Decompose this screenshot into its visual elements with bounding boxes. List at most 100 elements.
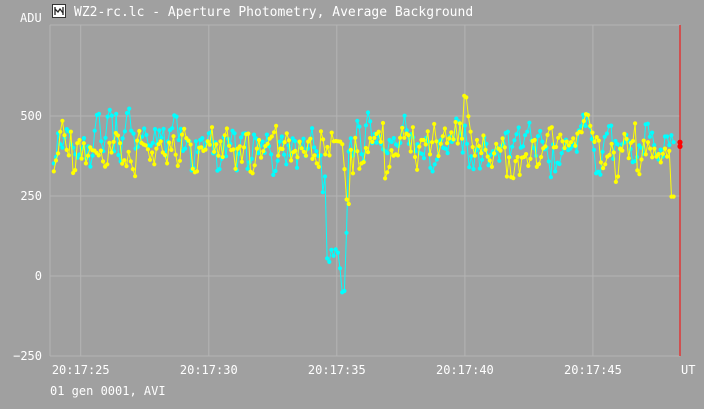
data-point-yellow bbox=[340, 142, 345, 147]
data-point-cyan bbox=[103, 135, 108, 140]
data-point-cyan bbox=[471, 167, 476, 172]
data-point-yellow bbox=[239, 159, 244, 164]
data-point-cyan bbox=[514, 132, 519, 137]
data-point-yellow bbox=[506, 155, 512, 160]
time-cursor[interactable] bbox=[677, 25, 683, 356]
data-point-yellow bbox=[455, 141, 460, 146]
data-point-cyan bbox=[195, 150, 201, 155]
data-point-cyan bbox=[505, 129, 510, 134]
data-point-cyan bbox=[538, 128, 543, 134]
data-point-yellow bbox=[308, 136, 313, 141]
data-point-yellow bbox=[145, 147, 150, 152]
data-point-cyan bbox=[284, 162, 289, 167]
data-point-yellow bbox=[417, 144, 422, 149]
data-point-yellow bbox=[432, 121, 437, 127]
data-point-cyan bbox=[251, 132, 257, 137]
data-point-yellow bbox=[241, 145, 247, 150]
data-point-yellow bbox=[581, 119, 586, 124]
data-point-cyan bbox=[273, 168, 278, 174]
data-point-cyan bbox=[647, 134, 653, 139]
data-point-yellow bbox=[325, 144, 330, 150]
data-point-cyan bbox=[92, 128, 97, 133]
data-point-yellow bbox=[637, 172, 642, 177]
data-point-yellow bbox=[656, 152, 661, 157]
data-point-cyan bbox=[152, 127, 158, 132]
data-point-yellow bbox=[438, 141, 443, 146]
data-point-yellow bbox=[231, 147, 236, 152]
data-point-yellow bbox=[348, 147, 353, 152]
data-point-yellow bbox=[286, 138, 291, 143]
data-point-yellow bbox=[474, 137, 480, 143]
data-point-yellow bbox=[68, 129, 73, 134]
data-point-yellow bbox=[502, 145, 507, 150]
data-point-yellow bbox=[280, 146, 285, 152]
data-point-yellow bbox=[521, 154, 527, 160]
data-point-cyan bbox=[320, 190, 325, 195]
data-point-yellow bbox=[579, 130, 584, 135]
data-point-cyan bbox=[443, 146, 448, 151]
data-point-cyan bbox=[464, 141, 470, 146]
data-point-yellow bbox=[261, 149, 266, 154]
data-point-cyan bbox=[178, 126, 183, 131]
data-point-yellow bbox=[252, 163, 257, 168]
x-tick-label: 20:17:45 bbox=[564, 363, 622, 377]
data-point-cyan bbox=[232, 131, 237, 136]
data-point-cyan bbox=[462, 123, 467, 128]
data-point-yellow bbox=[613, 179, 619, 184]
data-point-cyan bbox=[322, 174, 328, 179]
data-point-cyan bbox=[535, 134, 541, 139]
data-point-cyan bbox=[275, 158, 280, 163]
data-point-yellow bbox=[406, 133, 411, 138]
data-point-cyan bbox=[277, 139, 282, 144]
data-point-cyan bbox=[486, 163, 491, 168]
data-point-cyan bbox=[355, 118, 360, 123]
data-point-cyan bbox=[131, 131, 136, 136]
y-axis-ticks: 500 250 0 −250 bbox=[13, 109, 42, 363]
data-point-cyan bbox=[120, 136, 125, 141]
data-point-yellow bbox=[150, 150, 155, 155]
data-point-cyan bbox=[183, 146, 188, 151]
data-point-cyan bbox=[124, 111, 130, 116]
data-point-yellow bbox=[487, 158, 492, 163]
data-point-yellow bbox=[453, 120, 458, 125]
data-point-yellow bbox=[554, 144, 559, 150]
data-point-cyan bbox=[604, 131, 610, 136]
data-point-yellow bbox=[586, 112, 591, 118]
chart-grid bbox=[49, 24, 680, 357]
data-point-cyan bbox=[430, 169, 435, 174]
data-point-yellow bbox=[517, 172, 522, 177]
data-point-yellow bbox=[318, 129, 324, 134]
data-point-yellow bbox=[73, 168, 78, 173]
data-point-yellow bbox=[237, 144, 242, 149]
data-point-yellow bbox=[658, 160, 663, 165]
data-point-cyan bbox=[159, 135, 164, 140]
data-point-cyan bbox=[109, 113, 114, 118]
data-point-cyan bbox=[282, 152, 287, 157]
data-point-yellow bbox=[276, 153, 281, 158]
y-tick-label: 250 bbox=[20, 189, 42, 203]
chart-app-icon[interactable] bbox=[52, 4, 66, 18]
x-tick-label: 20:17:25 bbox=[52, 363, 110, 377]
data-point-yellow bbox=[615, 174, 621, 179]
data-point-cyan bbox=[99, 139, 104, 144]
data-point-yellow bbox=[500, 136, 505, 141]
data-point-cyan bbox=[548, 175, 554, 180]
data-point-yellow bbox=[109, 150, 114, 155]
data-point-yellow bbox=[387, 164, 392, 169]
data-point-yellow bbox=[660, 151, 666, 156]
data-point-yellow bbox=[312, 153, 317, 158]
data-point-yellow bbox=[534, 164, 539, 169]
data-point-yellow bbox=[158, 139, 163, 144]
data-point-yellow bbox=[470, 144, 475, 150]
data-point-cyan bbox=[142, 126, 147, 131]
data-point-yellow bbox=[167, 140, 172, 145]
data-point-cyan bbox=[157, 128, 162, 133]
data-point-cyan bbox=[389, 139, 394, 144]
data-point-cyan bbox=[363, 123, 368, 128]
data-point-cyan bbox=[404, 128, 409, 133]
data-point-yellow bbox=[427, 152, 433, 157]
data-point-yellow bbox=[254, 146, 259, 151]
data-point-cyan bbox=[613, 138, 618, 144]
data-point-cyan bbox=[60, 145, 65, 150]
